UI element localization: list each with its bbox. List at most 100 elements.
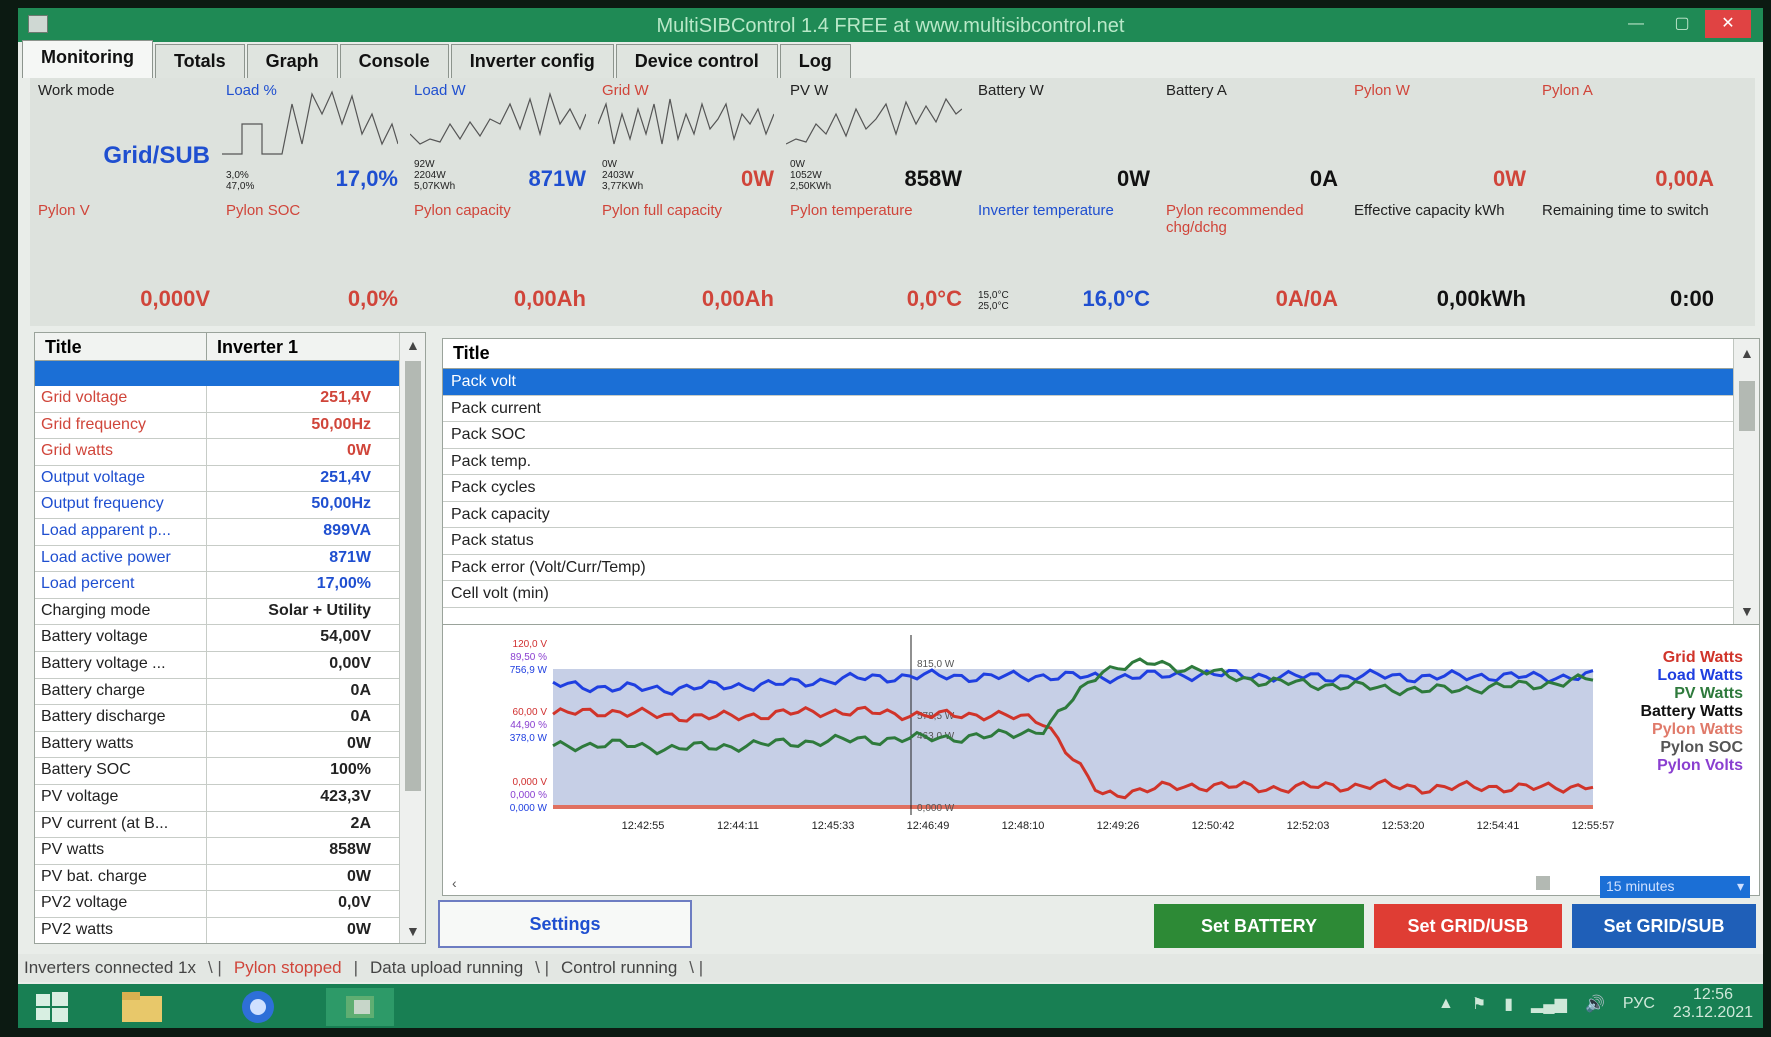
table-row[interactable]: Charging mode Solar + Utility	[35, 598, 425, 626]
tab-console[interactable]: Console	[339, 44, 449, 78]
set-battery-button[interactable]: Set BATTERY	[1154, 904, 1364, 948]
list-item[interactable]: Pack volt	[443, 369, 1759, 396]
list-scrollbar[interactable]: ▲ ▼	[1733, 339, 1759, 625]
file-explorer-icon[interactable]	[114, 988, 170, 1026]
grid-w-sparkline	[598, 98, 774, 145]
table-row[interactable]: Load apparent p... 899VA	[35, 518, 425, 546]
table-row[interactable]: PV bat. charge 0W	[35, 864, 425, 892]
network-icon[interactable]: ▂▄▆	[1531, 996, 1567, 1013]
status-pylon: Pylon stopped	[233, 958, 342, 977]
scroll-down-icon[interactable]: ▼	[1740, 603, 1754, 619]
svg-text:‹: ‹	[452, 875, 457, 891]
table-row[interactable]: Grid frequency 50,00Hz	[35, 412, 425, 440]
table-row[interactable]: Battery charge 0A	[35, 678, 425, 706]
load-percent-sparkline	[222, 90, 398, 155]
set-grid-usb-button[interactable]: Set GRID/USB	[1374, 904, 1562, 948]
row-value: 50,00Hz	[311, 495, 371, 513]
tab-log[interactable]: Log	[779, 44, 851, 78]
table-row[interactable]: Battery voltage ... 0,00V	[35, 651, 425, 679]
row-value: 2A	[350, 814, 371, 832]
row-value: 423,3V	[320, 787, 371, 805]
list-item[interactable]: Pack capacity	[443, 502, 1759, 528]
list-item[interactable]: Pack temp.	[443, 449, 1759, 475]
tab-monitoring[interactable]: Monitoring	[22, 40, 153, 78]
scroll-thumb[interactable]	[1739, 381, 1755, 431]
row-value: 54,00V	[320, 628, 371, 646]
minimize-button[interactable]: —	[1628, 15, 1644, 32]
row-title: Battery watts	[35, 731, 207, 758]
tile-value: 0,0°C	[906, 286, 962, 311]
list-item[interactable]: Pack cycles	[443, 475, 1759, 502]
table-row[interactable]: Battery SOC 100%	[35, 758, 425, 785]
multisibcontrol-taskbar-icon[interactable]	[326, 988, 394, 1026]
y-axis-label: 0,000 %	[510, 790, 547, 801]
table-row[interactable]: Load percent 17,00%	[35, 572, 425, 599]
tile-pylon-recommended: Pylon recommended chg/dchg 0A/0A	[1158, 198, 1346, 318]
power-chart[interactable]: 120,0 V 89,50 % 756,9 W 60,00 V 44,90 % 378,0…	[442, 624, 1760, 896]
battery-icon[interactable]: ▮	[1504, 996, 1513, 1013]
flag-icon[interactable]: ⚑	[1471, 996, 1487, 1013]
tile-value: 0,00kWh	[1436, 286, 1526, 311]
tab-device-control[interactable]: Device control	[615, 44, 778, 78]
settings-button[interactable]: Settings	[438, 900, 692, 948]
tile-minmax: 92W 2204W 5,07KWh	[414, 159, 456, 192]
tile-minmax: 3,0% 47,0%	[226, 170, 255, 192]
table-row[interactable]: Battery watts 0W	[35, 731, 425, 759]
x-tick-label: 12:42:55	[622, 820, 665, 832]
tab-inverter-config[interactable]: Inverter config	[450, 44, 614, 78]
scroll-up-icon[interactable]: ▲	[406, 337, 420, 353]
table-row[interactable]: PV2 voltage 0,0V	[35, 891, 425, 918]
tile-value: 0:00	[1669, 286, 1714, 311]
scroll-down-icon[interactable]: ▼	[406, 923, 420, 939]
list-item[interactable]: Pack error (Volt/Curr/Temp)	[443, 555, 1759, 581]
tile-remaining-time: Remaining time to switch 0:00	[1534, 198, 1722, 318]
tile-value: 0,00A	[1655, 166, 1714, 191]
tile-pylon-w: Pylon W 0W	[1346, 78, 1534, 198]
chart-hscrollbar[interactable]: ‹	[450, 874, 1550, 892]
scroll-thumb[interactable]	[405, 361, 421, 791]
table-row[interactable]: Battery discharge 0A	[35, 705, 425, 732]
browser-icon[interactable]	[230, 988, 286, 1026]
maximize-button[interactable]: ▢	[1674, 15, 1690, 32]
table-row[interactable]: Load active power 871W	[35, 545, 425, 573]
table-row[interactable]: Output frequency 50,00Hz	[35, 492, 425, 519]
tile-value: 0W	[741, 166, 774, 191]
tile-minmax: 0W 2403W 3,77KWh	[602, 159, 644, 192]
table-row[interactable]: Grid watts 0W	[35, 439, 425, 466]
table-row[interactable]: PV2 watts 0W	[35, 917, 425, 943]
volume-icon[interactable]: 🔊	[1584, 996, 1605, 1013]
series-line-load-watts	[552, 668, 1594, 696]
windows-start-icon[interactable]	[32, 988, 72, 1026]
tab-graph[interactable]: Graph	[246, 44, 338, 78]
table-row[interactable]: Grid voltage 251,4V	[35, 386, 425, 413]
close-button[interactable]: ✕	[1705, 10, 1751, 38]
range-value: 15 minutes	[1606, 878, 1675, 894]
list-item[interactable]: Cell volt (min)	[443, 581, 1759, 608]
tray-arrow-icon[interactable]: ▲	[1438, 995, 1454, 1012]
table-row[interactable]: PV current (at B... 2A	[35, 811, 425, 839]
table-row[interactable]: PV watts 858W	[35, 838, 425, 865]
x-tick-label: 12:48:10	[1002, 820, 1045, 832]
tab-totals[interactable]: Totals	[154, 44, 245, 78]
clock-date: 23.12.2021	[1672, 1004, 1753, 1021]
table-row[interactable]: Battery voltage 54,00V	[35, 625, 425, 652]
language-indicator[interactable]: РУС	[1622, 995, 1655, 1012]
table-row[interactable]: PV voltage 423,3V	[35, 784, 425, 812]
time-range-select[interactable]: 15 minutes ▾	[1600, 876, 1750, 898]
set-grid-sub-button[interactable]: Set GRID/SUB	[1572, 904, 1756, 948]
series-line-pv-watts	[552, 657, 1594, 756]
row-title: Battery SOC	[35, 758, 207, 784]
table-row[interactable]: Output voltage 251,4V	[35, 465, 425, 493]
clock[interactable]: 12:56 23.12.2021	[1673, 986, 1753, 1022]
selected-row[interactable]	[35, 361, 425, 386]
table-scrollbar[interactable]: ▲ ▼	[399, 333, 425, 943]
list-item[interactable]: Pack current	[443, 396, 1759, 422]
row-value: 0A	[350, 708, 371, 726]
tile-label: Pylon full capacity	[602, 202, 723, 219]
list-item[interactable]: Pack SOC	[443, 422, 1759, 449]
scroll-up-icon[interactable]: ▲	[1740, 345, 1754, 361]
list-item[interactable]: Pack status	[443, 528, 1759, 555]
tile-inverter-temperature: Inverter temperature 15,0°C 25,0°C 16,0°…	[970, 198, 1158, 318]
cursor-value-label: 463,0 W	[917, 731, 955, 742]
tile-value: 0,00Ah	[513, 286, 586, 311]
